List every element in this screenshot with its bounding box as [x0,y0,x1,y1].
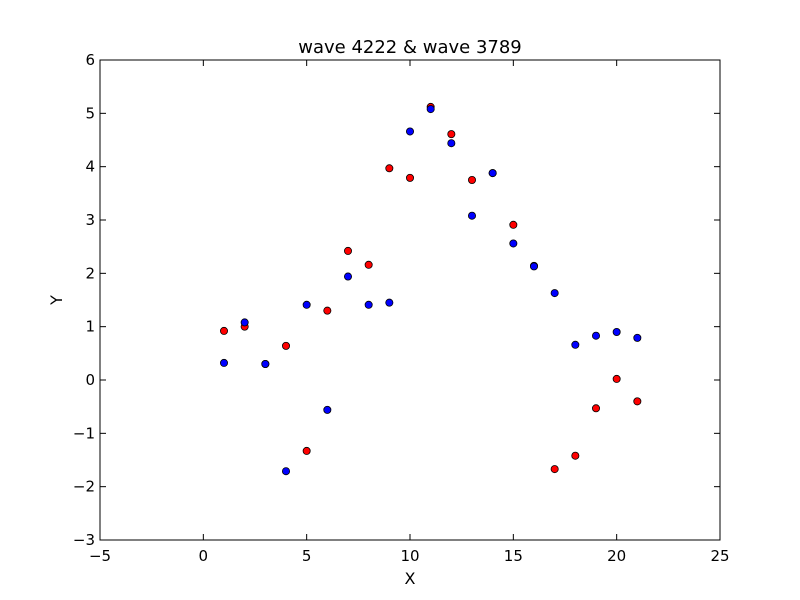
scatter-point-series-1 [571,451,580,460]
scatter-point-series-2 [426,105,435,114]
scatter-point-series-1 [447,130,456,139]
y-tick-label: 2 [85,264,95,282]
x-tick-label: 0 [199,547,209,565]
scatter-point-series-1 [509,220,518,229]
x-tick-label: 20 [607,547,626,565]
scatter-point-series-2 [405,127,414,136]
x-axis-ticks: −5 0 5 10 15 20 25 [89,60,730,565]
scatter-point-series-2 [364,300,373,309]
scatter-point-series-2 [612,327,621,336]
y-tick-label: 3 [85,211,95,229]
scatter-point-series-1 [219,326,228,335]
scatter-point-series-2 [509,239,518,248]
scatter-point-series-2 [240,318,249,327]
data-points [219,102,642,476]
scatter-point-series-1 [550,465,559,474]
scatter-point-series-1 [281,341,290,350]
scatter-point-series-2 [385,298,394,307]
scatter-point-series-2 [488,169,497,178]
scatter-point-series-1 [323,306,332,315]
chart-title: wave 4222 & wave 3789 [298,37,522,58]
x-tick-label: −5 [89,547,111,565]
scatter-point-series-1 [592,404,601,413]
scatter-point-series-1 [343,246,352,255]
y-axis-label: Y [47,295,66,306]
scatter-point-series-2 [530,262,539,271]
y-tick-label: −2 [73,478,95,496]
scatter-point-series-2 [592,331,601,340]
x-tick-label: 15 [504,547,523,565]
scatter-point-series-2 [550,289,559,298]
y-tick-label: 6 [85,51,95,69]
scatter-point-series-1 [385,164,394,173]
scatter-point-series-2 [219,358,228,367]
scatter-point-series-2 [343,272,352,281]
scatter-point-series-1 [633,397,642,406]
scatter-point-series-2 [323,405,332,414]
scatter-point-series-1 [405,173,414,182]
scatter-point-series-2 [571,340,580,349]
y-tick-label: 4 [85,158,95,176]
x-axis-label: X [405,569,416,588]
y-tick-label: 5 [85,104,95,122]
x-tick-label: 5 [302,547,312,565]
scatter-point-series-1 [364,260,373,269]
scatter-point-series-2 [302,300,311,309]
scatter-point-series-2 [633,333,642,342]
y-tick-label: 0 [85,371,95,389]
y-tick-label: −3 [73,531,95,549]
scatter-point-series-2 [281,467,290,476]
scatter-point-series-1 [302,446,311,455]
x-tick-label: 10 [400,547,419,565]
scatter-point-series-1 [612,374,621,383]
scatter-point-series-1 [467,175,476,184]
y-axis-ticks: −3 −2 −1 0 1 2 3 4 5 6 [73,51,720,549]
y-tick-label: 1 [85,318,95,336]
x-tick-label: 25 [710,547,729,565]
scatter-point-series-2 [467,211,476,220]
y-tick-label: −1 [73,424,95,442]
scatter-point-series-2 [447,139,456,148]
scatter-point-series-2 [261,359,270,368]
